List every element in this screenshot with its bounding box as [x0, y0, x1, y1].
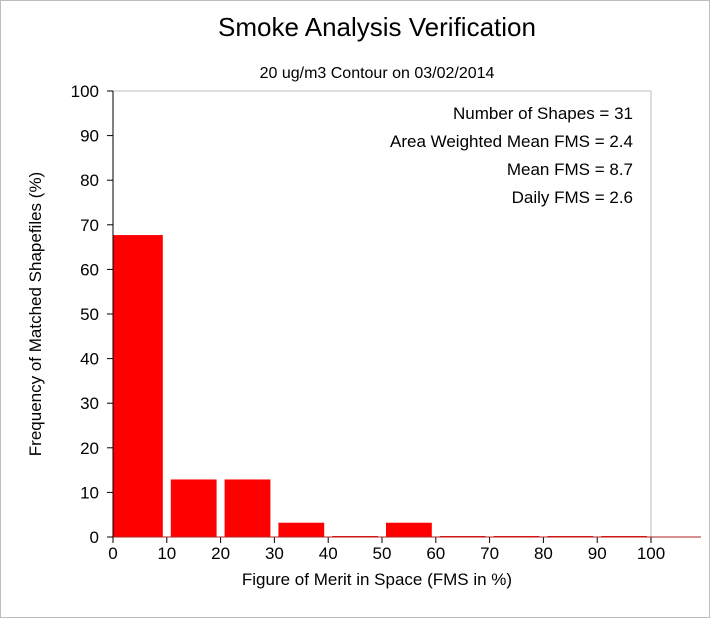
histogram-bar-10-20: [170, 479, 217, 537]
y-tick-label: 30: [80, 394, 99, 413]
stat-mean-fms: Mean FMS = 8.7: [507, 160, 633, 179]
x-tick-label: 100: [637, 544, 665, 563]
x-tick-label: 0: [108, 544, 117, 563]
x-tick-label: 70: [480, 544, 499, 563]
y-tick-label: 90: [80, 127, 99, 146]
y-tick-label: 70: [80, 216, 99, 235]
chart-subtitle: 20 ug/m3 Contour on 03/02/2014: [260, 65, 495, 82]
stat-daily-fms: Daily FMS = 2.6: [512, 188, 633, 207]
x-tick-label: 20: [211, 544, 230, 563]
stat-number-of-shapes: Number of Shapes = 31: [453, 104, 633, 123]
x-tick-label: 90: [588, 544, 607, 563]
x-tick-label: 40: [319, 544, 338, 563]
stat-area-weighted-mean-fms: Area Weighted Mean FMS = 2.4: [390, 132, 633, 151]
histogram-bar-0-10: [113, 235, 163, 538]
y-tick-label: 60: [80, 260, 99, 279]
y-tick-label: 20: [80, 439, 99, 458]
y-tick-label: 10: [80, 483, 99, 502]
x-tick-label: 80: [534, 544, 553, 563]
x-tick-label: 10: [157, 544, 176, 563]
x-tick-label: 50: [373, 544, 392, 563]
y-tick-label: 100: [71, 82, 99, 101]
histogram-bar-20-30: [224, 479, 271, 537]
y-tick-label: 50: [80, 305, 99, 324]
x-tick-label: 30: [265, 544, 284, 563]
y-tick-label: 0: [90, 528, 99, 547]
y-tick-label: 40: [80, 350, 99, 369]
y-axis-label: Frequency of Matched Shapefiles (%): [26, 172, 45, 456]
x-tick-label: 60: [426, 544, 445, 563]
y-axis-ticks: 0 10 20 30 40 50 60 70 80 90 100: [71, 82, 113, 547]
chart-title: Smoke Analysis Verification: [218, 12, 536, 42]
bars-group: [113, 235, 647, 538]
x-axis-label: Figure of Merit in Space (FMS in %): [242, 570, 512, 589]
histogram-bar-50-60: [386, 522, 432, 537]
histogram-bar-30-40: [278, 522, 325, 537]
x-axis-ticks: 0 10 20 30 40 50 60 70 80 90 100: [108, 537, 665, 563]
plot-area: [112, 90, 652, 538]
y-tick-label: 80: [80, 171, 99, 190]
